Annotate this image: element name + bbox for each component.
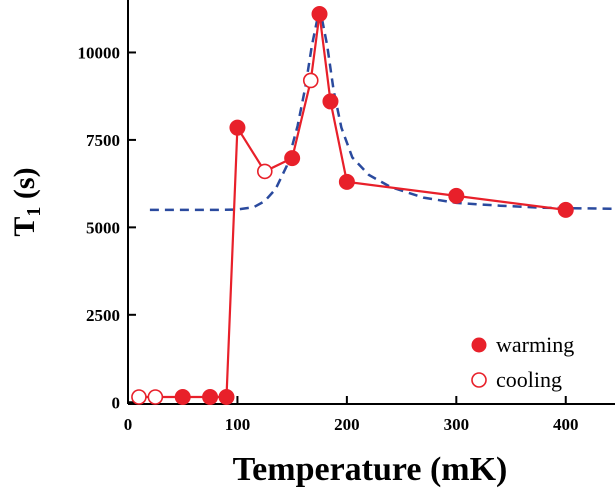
- y-axis-title-unit: (s): [8, 167, 41, 206]
- x-tick-label: 100: [225, 415, 251, 434]
- y-tick-label: 2500: [86, 306, 120, 325]
- warming-point: [322, 93, 339, 110]
- x-ticks: 0 100 200 300 400: [124, 396, 579, 434]
- fit-curve-dashed: [149, 15, 615, 212]
- legend-warming-label: warming: [496, 332, 574, 357]
- warming-point: [218, 389, 235, 406]
- warming-point: [174, 389, 191, 406]
- y-ticks: 0 2500 5000 7500 10000: [78, 43, 136, 412]
- x-tick-label: 400: [553, 415, 579, 434]
- legend: warming cooling: [471, 332, 574, 392]
- warming-point: [448, 187, 465, 204]
- y-tick-label: 10000: [78, 43, 121, 62]
- x-tick-label: 0: [124, 415, 133, 434]
- y-axis-title-subscript: 1: [23, 207, 45, 217]
- warming-point: [229, 119, 246, 136]
- warming-point: [311, 5, 328, 22]
- cooling-point: [256, 163, 273, 180]
- y-tick-label: 5000: [86, 218, 120, 237]
- cooling-point: [302, 72, 319, 89]
- data-markers: [131, 5, 574, 406]
- y-axis-title: T1 (s): [8, 167, 45, 236]
- x-axis-title: Temperature (mK): [233, 451, 508, 488]
- legend-cooling-label: cooling: [496, 367, 562, 392]
- warming-point: [557, 201, 574, 218]
- warming-point: [202, 389, 219, 406]
- warming-point: [284, 150, 301, 167]
- x-tick-label: 300: [444, 415, 470, 434]
- cooling-point: [131, 389, 147, 405]
- y-axis-title-main: T: [8, 217, 41, 237]
- legend-cooling-marker: [471, 372, 487, 388]
- y-tick-label: 0: [112, 393, 121, 412]
- x-tick-label: 200: [334, 415, 360, 434]
- warming-point: [338, 173, 355, 190]
- cooling-point: [147, 389, 164, 405]
- legend-warming-marker: [471, 337, 487, 353]
- y-tick-label: 7500: [86, 131, 120, 150]
